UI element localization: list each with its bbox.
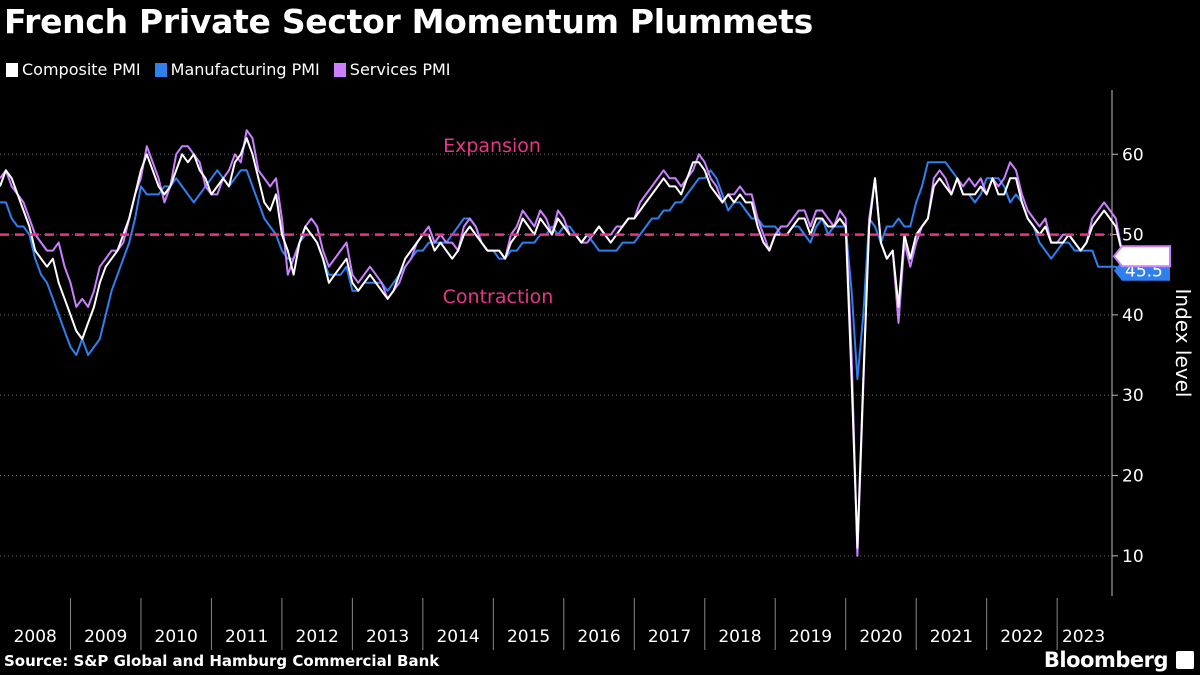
legend-label-manufacturing: Manufacturing PMI [170,60,320,79]
series-line-manufacturing [0,161,1123,381]
y-axis-label: Index level [1171,289,1195,398]
y-tick-label-40: 40 [1122,306,1144,326]
x-tick-label-2016: 2016 [577,627,620,647]
legend-item-manufacturing: Manufacturing PMI [154,60,320,79]
legend-label-services: Services PMI [349,60,451,79]
x-tick-label-2021: 2021 [930,627,973,647]
x-tick-label-2023: 2023 [1062,627,1105,647]
x-tick-label-2009: 2009 [84,627,127,647]
x-tick-label-2018: 2018 [718,627,761,647]
last-value-labels: 45.5 47.3 [1112,245,1171,282]
legend-label-composite: Composite PMI [22,60,141,79]
y-tick-label-30: 30 [1122,386,1144,406]
y-tick-label-50: 50 [1122,226,1144,246]
y-tick-label-60: 60 [1122,145,1144,165]
composite-last-tag [1112,245,1171,268]
y-axis-ticks: 10 20 30 40 50 60 [1112,145,1144,567]
x-tick-label-2011: 2011 [225,627,268,647]
x-tick-label-2008: 2008 [14,627,57,647]
x-tick-label-2014: 2014 [436,627,479,647]
legend-item-services: Services PMI [333,60,451,79]
legend-swatch-manufacturing [154,62,167,77]
legend-swatch-composite [6,62,18,77]
x-tick-label-2010: 2010 [155,627,198,647]
series-line-composite [0,137,1123,549]
x-axis-ticks: 2008 2009 2010 2011 2012 2013 2014 2015 2016 2017… [14,627,1106,647]
x-tick-label-2017: 2017 [648,627,691,647]
x-tick-label-2013: 2013 [366,627,409,647]
x-tick-label-2022: 2022 [1000,627,1043,647]
bloomberg-logo: Bloomberg [1043,648,1169,672]
legend: Composite PMI Manufacturing PMI Services… [6,60,451,79]
series-line-services [0,129,1123,557]
x-tick-label-2020: 2020 [859,627,902,647]
x-tick-label-2015: 2015 [507,627,550,647]
bloomberg-terminal-icon [1176,651,1194,669]
chart-title: French Private Sector Momentum Plummets [4,2,814,41]
source-note: Source: S&P Global and Hamburg Commercia… [4,652,440,670]
x-tick-label-2019: 2019 [789,627,832,647]
year-separators [69,598,1058,650]
y-tick-label-10: 10 [1122,547,1144,567]
y-tick-label-20: 20 [1122,467,1144,487]
legend-swatch-services [333,62,346,77]
expansion-label: Expansion [443,135,541,157]
series-lines [0,129,1123,557]
contraction-label: Contraction [443,286,554,308]
legend-item-composite: Composite PMI [6,60,141,79]
composite-last-value: 47.3 [1125,247,1163,267]
x-tick-label-2012: 2012 [296,627,339,647]
